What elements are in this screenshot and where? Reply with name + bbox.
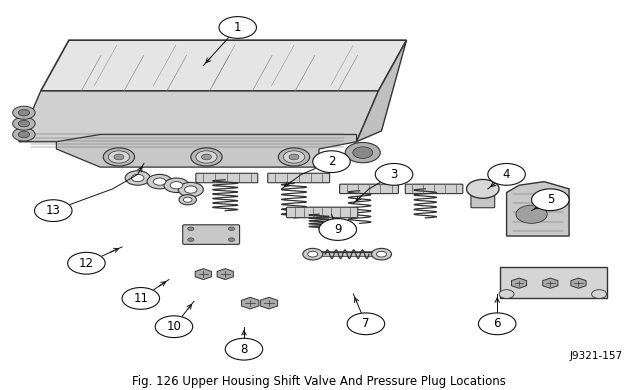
Circle shape xyxy=(131,174,144,182)
Circle shape xyxy=(499,290,514,298)
Text: 5: 5 xyxy=(547,193,554,206)
Circle shape xyxy=(531,189,569,211)
FancyBboxPatch shape xyxy=(339,184,398,193)
Circle shape xyxy=(19,121,29,127)
Circle shape xyxy=(170,182,182,189)
Circle shape xyxy=(103,148,135,166)
Circle shape xyxy=(184,186,197,193)
FancyBboxPatch shape xyxy=(405,184,463,193)
FancyBboxPatch shape xyxy=(286,207,358,218)
Circle shape xyxy=(191,148,222,166)
Polygon shape xyxy=(217,269,234,280)
Circle shape xyxy=(319,219,357,240)
Polygon shape xyxy=(543,278,558,288)
Circle shape xyxy=(179,195,197,205)
Text: 8: 8 xyxy=(241,343,248,356)
FancyBboxPatch shape xyxy=(268,173,330,183)
Circle shape xyxy=(308,251,318,257)
Circle shape xyxy=(202,154,211,160)
Circle shape xyxy=(219,17,256,38)
Circle shape xyxy=(155,316,193,338)
Circle shape xyxy=(13,117,35,130)
Circle shape xyxy=(183,197,192,202)
Circle shape xyxy=(178,183,204,197)
Text: 9: 9 xyxy=(334,223,341,236)
Circle shape xyxy=(147,174,172,189)
Text: J9321-157: J9321-157 xyxy=(569,351,622,361)
FancyBboxPatch shape xyxy=(182,225,240,245)
Circle shape xyxy=(228,238,235,241)
Circle shape xyxy=(376,251,387,257)
Circle shape xyxy=(122,287,160,309)
Text: 10: 10 xyxy=(167,320,181,333)
Circle shape xyxy=(225,338,263,360)
Text: 13: 13 xyxy=(46,204,61,217)
Polygon shape xyxy=(512,278,526,288)
Circle shape xyxy=(164,178,189,193)
Polygon shape xyxy=(242,297,259,309)
Circle shape xyxy=(345,142,380,163)
Circle shape xyxy=(466,179,499,198)
Text: 2: 2 xyxy=(328,155,335,168)
Text: 3: 3 xyxy=(390,168,397,181)
Circle shape xyxy=(347,313,385,335)
Polygon shape xyxy=(195,269,211,280)
Circle shape xyxy=(591,290,607,298)
Polygon shape xyxy=(41,40,406,91)
Circle shape xyxy=(478,313,516,335)
Circle shape xyxy=(125,171,150,185)
Circle shape xyxy=(188,227,194,230)
Text: 6: 6 xyxy=(493,317,501,330)
Circle shape xyxy=(34,200,72,222)
Circle shape xyxy=(68,252,105,274)
Circle shape xyxy=(278,148,309,166)
Text: Fig. 126 Upper Housing Shift Valve And Pressure Plug Locations: Fig. 126 Upper Housing Shift Valve And P… xyxy=(132,375,506,388)
Text: 12: 12 xyxy=(79,257,94,270)
Circle shape xyxy=(19,110,29,116)
Circle shape xyxy=(13,106,35,119)
Text: 11: 11 xyxy=(133,292,148,305)
Polygon shape xyxy=(571,278,586,288)
Polygon shape xyxy=(507,182,569,236)
Circle shape xyxy=(108,151,130,163)
Circle shape xyxy=(516,205,547,223)
Text: 7: 7 xyxy=(362,317,369,330)
Circle shape xyxy=(13,128,35,141)
Circle shape xyxy=(488,163,525,185)
Polygon shape xyxy=(56,135,357,167)
Circle shape xyxy=(283,151,304,163)
Polygon shape xyxy=(500,267,607,298)
Circle shape xyxy=(228,227,235,230)
Circle shape xyxy=(153,178,166,185)
Circle shape xyxy=(114,154,124,160)
Circle shape xyxy=(289,154,299,160)
Circle shape xyxy=(19,131,29,138)
Circle shape xyxy=(353,147,373,158)
Polygon shape xyxy=(19,91,378,142)
Circle shape xyxy=(313,151,350,172)
Text: 4: 4 xyxy=(503,168,510,181)
Circle shape xyxy=(196,151,217,163)
Circle shape xyxy=(188,238,194,241)
Polygon shape xyxy=(357,40,406,142)
FancyBboxPatch shape xyxy=(471,188,494,208)
Text: 1: 1 xyxy=(234,21,241,34)
FancyBboxPatch shape xyxy=(196,173,258,183)
Polygon shape xyxy=(260,297,278,309)
Circle shape xyxy=(371,248,392,260)
Circle shape xyxy=(375,163,413,185)
Circle shape xyxy=(303,248,323,260)
